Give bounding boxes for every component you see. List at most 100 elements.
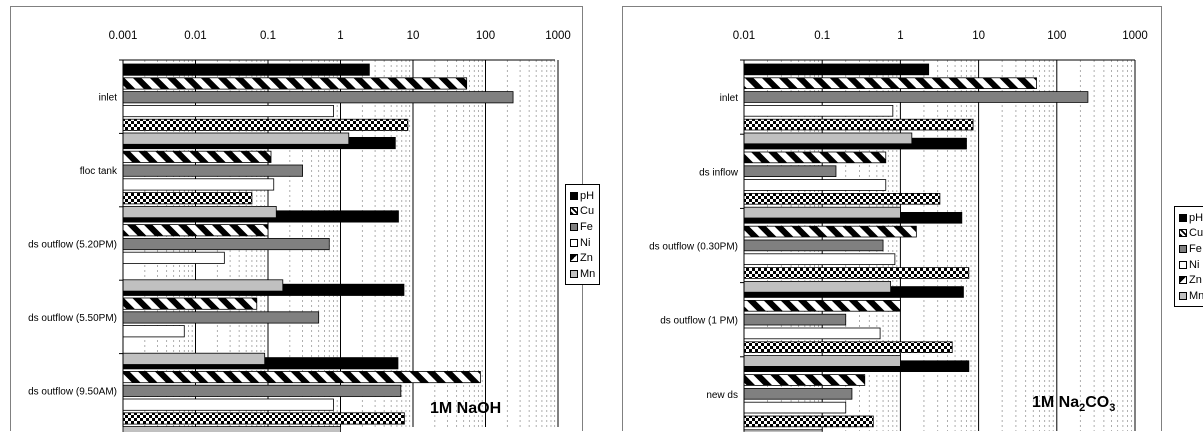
x-tick-label: 0.001 bbox=[109, 30, 138, 42]
bar-zn bbox=[743, 341, 953, 353]
bar-ni bbox=[743, 327, 881, 340]
legend-swatch bbox=[1179, 229, 1187, 238]
bar-cu bbox=[122, 150, 272, 163]
bar-ni bbox=[743, 401, 847, 414]
bar-fe bbox=[743, 239, 884, 252]
bar-ph bbox=[743, 63, 930, 76]
legend-label: Ni bbox=[580, 236, 591, 249]
legend-label: Fe bbox=[580, 220, 593, 233]
bar-fe bbox=[122, 237, 330, 251]
legend-item-mn: Mn bbox=[570, 266, 595, 282]
annotation-text: 1M Na bbox=[1032, 394, 1080, 411]
bar-mn bbox=[122, 205, 277, 219]
bar-zn bbox=[743, 267, 970, 279]
x-tick-label: 0.01 bbox=[184, 30, 206, 42]
bar-mn bbox=[122, 426, 341, 432]
legend: pH Cu Fe Ni Zn Mn bbox=[1174, 206, 1203, 307]
legend-item-ni: Ni bbox=[570, 235, 595, 251]
legend-item-ph: pH bbox=[1179, 210, 1203, 226]
legend-swatch bbox=[1179, 276, 1187, 285]
category-label: ds outflow (5.50PM) bbox=[28, 313, 117, 324]
bar-ni bbox=[743, 253, 896, 266]
bar-ni bbox=[122, 325, 185, 338]
x-tick-label: 100 bbox=[476, 30, 495, 42]
bar-cu bbox=[743, 374, 866, 386]
legend-label: Cu bbox=[580, 205, 595, 218]
x-tick-label: 100 bbox=[1047, 30, 1066, 42]
legend-item-ph: pH bbox=[570, 188, 595, 204]
legend-label: Ni bbox=[1189, 258, 1200, 271]
legend-label: Mn bbox=[580, 267, 596, 280]
bar-mn bbox=[122, 279, 284, 292]
bar-mn bbox=[743, 355, 901, 367]
category-label: ds outflow (1 PM) bbox=[660, 316, 738, 327]
bar-mn bbox=[122, 132, 350, 145]
annotation-na2co3: 1M Na2CO3 bbox=[1032, 394, 1115, 414]
x-tick-label: 10 bbox=[407, 30, 420, 42]
category-label: inlet bbox=[99, 93, 118, 104]
legend-label: pH bbox=[1189, 211, 1203, 224]
legend-item-mn: Mn bbox=[1179, 288, 1203, 304]
annotation-naoh: 1M NaOH bbox=[430, 400, 502, 417]
bar-ni bbox=[122, 178, 275, 191]
category-label: ds inflow bbox=[699, 167, 739, 178]
legend-swatch bbox=[570, 254, 578, 263]
legend-swatch bbox=[1179, 260, 1187, 269]
legend-item-fe: Fe bbox=[570, 219, 595, 235]
bar-cu bbox=[122, 77, 468, 90]
bar-mn bbox=[743, 206, 901, 219]
legend-label: Cu bbox=[1189, 227, 1203, 240]
x-tick-label: 10 bbox=[972, 30, 985, 42]
legend-label: Zn bbox=[580, 252, 593, 265]
legend-item-ni: Ni bbox=[1179, 257, 1203, 273]
bar-fe bbox=[122, 91, 514, 104]
category-label: new ds bbox=[706, 390, 738, 401]
bar-zn bbox=[122, 192, 253, 205]
legend-swatch bbox=[1179, 244, 1187, 253]
x-tick-label: 1000 bbox=[545, 30, 571, 42]
legend: pH Cu Fe Ni Zn Mn bbox=[565, 184, 601, 285]
bar-zn bbox=[743, 118, 974, 131]
x-tick-label: 0.1 bbox=[814, 30, 830, 42]
chart-plot-na2co3: 0.01 0.1 1 10 100 1000 inlet ds inflow ds outflo… bbox=[649, 30, 1148, 432]
bar-ni bbox=[122, 251, 225, 264]
legend-label: pH bbox=[580, 189, 595, 202]
legend-swatch bbox=[570, 222, 578, 231]
bar-fe bbox=[743, 313, 847, 326]
chart-plot-naoh: 0.001 0.01 0.1 1 10 100 1000 inlet floc tank ds o… bbox=[28, 30, 571, 432]
bar-ni bbox=[743, 105, 894, 117]
x-tick-label: 1 bbox=[897, 30, 903, 42]
legend-item-zn: Zn bbox=[570, 250, 595, 266]
bar-cu bbox=[743, 299, 901, 312]
bar-fe bbox=[743, 91, 1089, 103]
bar-ni bbox=[122, 398, 334, 411]
legend-item-cu: Cu bbox=[570, 204, 595, 220]
chart-panel-na2co3: 0.01 0.1 1 10 100 1000 inlet ds inflow ds outflo… bbox=[622, 6, 1203, 432]
bar-ni bbox=[743, 179, 887, 191]
bar-cu bbox=[122, 370, 481, 384]
legend-swatch bbox=[570, 191, 578, 200]
category-label: ds outflow (5.20PM) bbox=[28, 240, 117, 251]
x-tick-label: 0.01 bbox=[733, 30, 755, 42]
category-label: inlet bbox=[720, 93, 739, 104]
bar-zn bbox=[122, 118, 409, 131]
bar-fe bbox=[122, 311, 320, 324]
bar-mn bbox=[743, 280, 892, 293]
bar-cu bbox=[122, 224, 269, 237]
bar-zn bbox=[122, 412, 405, 425]
bar-fe bbox=[122, 384, 402, 397]
annotation-text: CO bbox=[1085, 394, 1110, 411]
legend-swatch bbox=[570, 238, 578, 247]
legend-item-fe: Fe bbox=[1179, 241, 1203, 257]
bar-fe bbox=[743, 387, 853, 400]
legend-swatch bbox=[570, 207, 578, 216]
chart-panel-naoh: 0.001 0.01 0.1 1 10 100 1000 inlet floc tank ds o… bbox=[10, 6, 601, 432]
legend-label: Zn bbox=[1189, 274, 1202, 287]
category-label: ds outflow (0.30PM) bbox=[649, 242, 738, 253]
category-label: floc tank bbox=[80, 166, 118, 177]
bar-zn bbox=[743, 415, 874, 428]
bar-mn bbox=[122, 352, 266, 365]
category-label: ds outflow (9.50AM) bbox=[28, 386, 117, 397]
bar-cu bbox=[743, 151, 887, 164]
annotation-subscript: 3 bbox=[1109, 402, 1116, 415]
